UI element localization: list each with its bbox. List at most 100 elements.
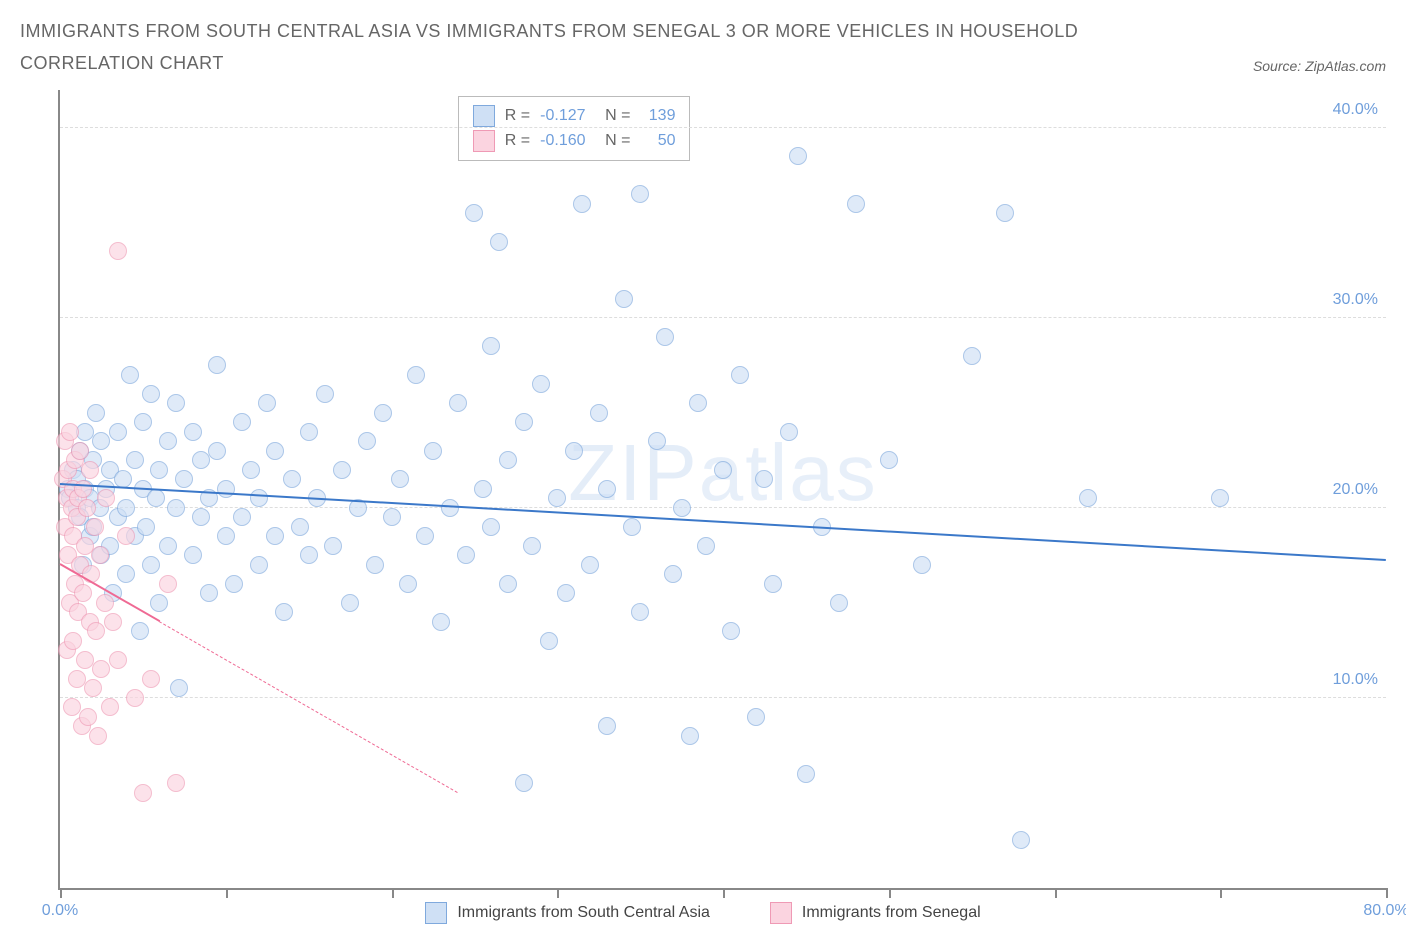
- data-point: [142, 556, 160, 574]
- data-point: [167, 774, 185, 792]
- data-point: [755, 470, 773, 488]
- data-point: [996, 204, 1014, 222]
- data-point: [283, 470, 301, 488]
- data-point: [358, 432, 376, 450]
- data-point: [192, 451, 210, 469]
- data-point: [731, 366, 749, 384]
- data-point: [266, 527, 284, 545]
- legend-n-label: N =: [605, 128, 630, 154]
- data-point: [109, 242, 127, 260]
- scatter-plot-area: ZIPatlas R =-0.127N =139R =-0.160N =50 1…: [58, 90, 1386, 890]
- legend-swatch: [473, 105, 495, 127]
- data-point: [291, 518, 309, 536]
- legend-n-value: 139: [640, 103, 675, 129]
- data-point: [84, 679, 102, 697]
- data-point: [540, 632, 558, 650]
- data-point: [159, 432, 177, 450]
- data-point: [250, 489, 268, 507]
- series-legend: Immigrants from South Central AsiaImmigr…: [20, 902, 1386, 924]
- data-point: [963, 347, 981, 365]
- data-point: [499, 451, 517, 469]
- data-point: [217, 480, 235, 498]
- data-point: [233, 413, 251, 431]
- data-point: [208, 442, 226, 460]
- data-point: [142, 670, 160, 688]
- data-point: [623, 518, 641, 536]
- gridline: [60, 697, 1386, 698]
- x-tick: [723, 888, 725, 898]
- data-point: [109, 423, 127, 441]
- data-point: [615, 290, 633, 308]
- data-point: [366, 556, 384, 574]
- data-point: [697, 537, 715, 555]
- data-point: [374, 404, 392, 422]
- data-point: [333, 461, 351, 479]
- data-point: [184, 546, 202, 564]
- legend-swatch: [425, 902, 447, 924]
- data-point: [316, 385, 334, 403]
- data-point: [76, 651, 94, 669]
- data-point: [275, 603, 293, 621]
- data-point: [242, 461, 260, 479]
- data-point: [830, 594, 848, 612]
- data-point: [96, 594, 114, 612]
- legend-series-name: Immigrants from South Central Asia: [457, 904, 710, 922]
- legend-r-label: R =: [505, 128, 530, 154]
- data-point: [631, 603, 649, 621]
- x-tick: [1220, 888, 1222, 898]
- data-point: [581, 556, 599, 574]
- data-point: [167, 499, 185, 517]
- data-point: [482, 518, 500, 536]
- data-point: [847, 195, 865, 213]
- data-point: [499, 575, 517, 593]
- data-point: [150, 594, 168, 612]
- y-tick-label: 40.0%: [1333, 101, 1378, 119]
- data-point: [184, 423, 202, 441]
- data-point: [126, 689, 144, 707]
- data-point: [598, 480, 616, 498]
- data-point: [474, 480, 492, 498]
- data-point: [324, 537, 342, 555]
- data-point: [68, 670, 86, 688]
- data-point: [515, 774, 533, 792]
- legend-r-label: R =: [505, 103, 530, 129]
- data-point: [74, 480, 92, 498]
- x-tick: [1055, 888, 1057, 898]
- data-point: [548, 489, 566, 507]
- data-point: [258, 394, 276, 412]
- data-point: [121, 366, 139, 384]
- data-point: [780, 423, 798, 441]
- legend-swatch: [770, 902, 792, 924]
- data-point: [150, 461, 168, 479]
- data-point: [383, 508, 401, 526]
- data-point: [200, 584, 218, 602]
- data-point: [341, 594, 359, 612]
- data-point: [490, 233, 508, 251]
- data-point: [104, 613, 122, 631]
- data-point: [97, 489, 115, 507]
- data-point: [208, 356, 226, 374]
- data-point: [681, 727, 699, 745]
- data-point: [515, 413, 533, 431]
- x-tick-label: 0.0%: [42, 902, 78, 920]
- data-point: [87, 622, 105, 640]
- legend-n-value: 50: [640, 128, 675, 154]
- data-point: [217, 527, 235, 545]
- source-attribution: Source: ZipAtlas.com: [1253, 58, 1386, 80]
- data-point: [482, 337, 500, 355]
- data-point: [590, 404, 608, 422]
- legend-n-label: N =: [605, 103, 630, 129]
- x-tick: [1386, 888, 1388, 898]
- data-point: [266, 442, 284, 460]
- data-point: [87, 404, 105, 422]
- data-point: [92, 432, 110, 450]
- data-point: [416, 527, 434, 545]
- data-point: [167, 394, 185, 412]
- data-point: [573, 195, 591, 213]
- data-point: [175, 470, 193, 488]
- data-point: [78, 499, 96, 517]
- data-point: [225, 575, 243, 593]
- data-point: [64, 632, 82, 650]
- data-point: [648, 432, 666, 450]
- trend-line: [60, 483, 1386, 561]
